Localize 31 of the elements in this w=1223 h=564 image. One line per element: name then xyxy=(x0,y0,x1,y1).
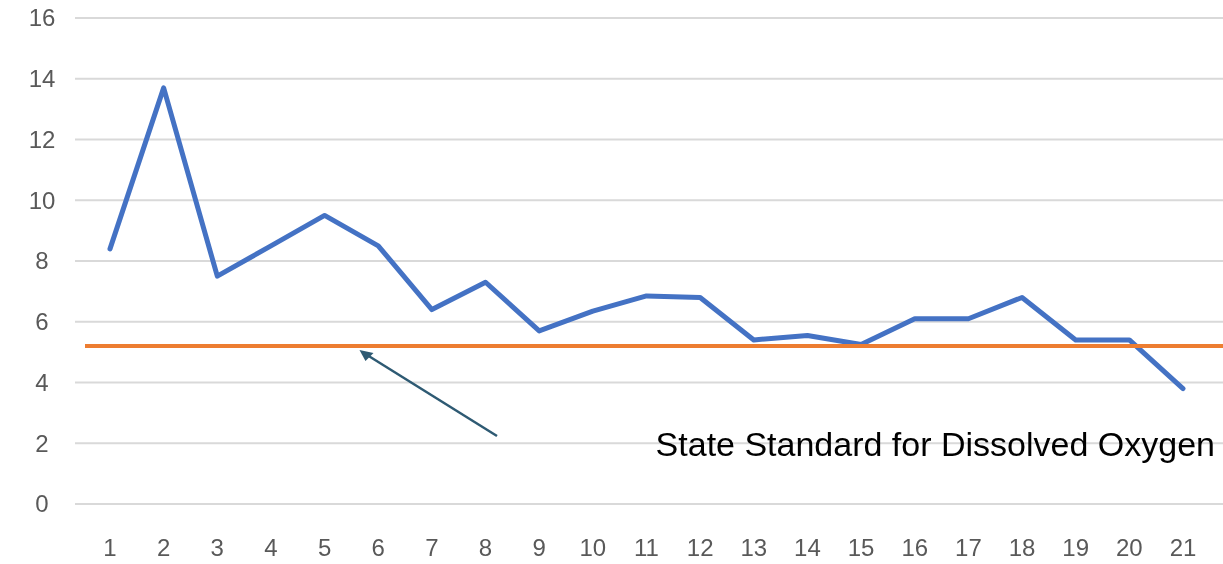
x-tick-label: 9 xyxy=(532,534,546,561)
y-tick-label: 2 xyxy=(35,429,49,457)
y-tick-label: 12 xyxy=(28,125,56,153)
x-tick-label: 6 xyxy=(371,534,385,561)
y-tick-label: 10 xyxy=(28,186,56,214)
x-tick-label: 18 xyxy=(1008,534,1036,561)
y-tick-label: 4 xyxy=(35,368,49,396)
y-tick-label: 0 xyxy=(35,490,49,518)
x-tick-label: 4 xyxy=(264,534,278,561)
x-tick-label: 21 xyxy=(1169,534,1197,561)
x-tick-label: 14 xyxy=(794,534,821,561)
x-tick-label: 13 xyxy=(740,534,768,561)
y-tick-label: 8 xyxy=(35,247,49,275)
x-tick-label: 16 xyxy=(901,534,929,561)
y-tick-label: 14 xyxy=(28,65,56,93)
x-tick-label: 11 xyxy=(634,534,659,561)
y-tick-label: 6 xyxy=(35,308,49,336)
y-tick-label: 16 xyxy=(28,4,56,32)
x-tick-label: 19 xyxy=(1062,534,1090,561)
x-tick-label: 7 xyxy=(425,534,439,561)
x-tick-label: 10 xyxy=(579,534,607,561)
x-tick-label: 12 xyxy=(686,534,714,561)
x-tick-label: 3 xyxy=(210,534,224,561)
x-tick-label: 20 xyxy=(1116,534,1143,561)
ref-line-label: State Standard for Dissolved Oxygen xyxy=(655,425,1215,463)
x-tick-label: 8 xyxy=(478,534,493,561)
x-tick-label: 2 xyxy=(156,534,171,561)
x-tick-label: 17 xyxy=(955,534,982,561)
x-tick-label: 1 xyxy=(103,534,117,561)
x-tick-label: 15 xyxy=(847,534,875,561)
x-tick-label: 5 xyxy=(317,534,332,561)
